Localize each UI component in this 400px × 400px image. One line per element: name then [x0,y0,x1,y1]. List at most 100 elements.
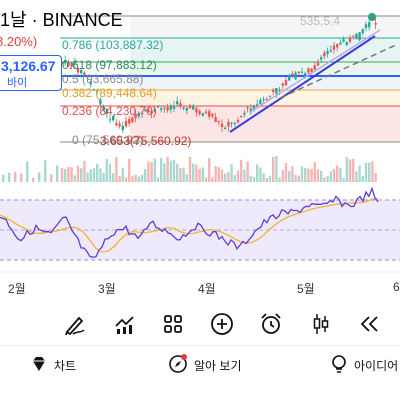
volume-bar [214,166,217,182]
buy-label[interactable]: 바이 [7,77,28,89]
volume-bar [368,162,371,182]
volume-bar [313,161,316,182]
fib-label-0: 0 (75,560.92) [72,133,144,147]
chart-area[interactable]: 1날 · BINANCE 535,5.4 8.20%) 0.786 (103,8… [0,0,400,300]
candle-body [236,120,240,123]
volume-bar [304,167,307,182]
volume-bar [352,158,355,182]
candles-icon[interactable] [306,306,336,342]
volume-bar [243,169,246,182]
volume-bar [140,174,144,182]
rewind-icon[interactable] [354,306,384,342]
price-chart[interactable] [0,0,400,300]
candle-body [140,113,144,115]
candle-body [92,89,96,91]
nav-explore[interactable]: 알아 보기 [168,353,242,376]
volume-bar [348,159,352,182]
candle-body [355,33,358,39]
candle-body [374,23,377,25]
candle-body [169,105,172,110]
volume-bar [374,172,377,182]
candle-body [67,62,70,67]
volume-bar [240,159,243,182]
candle-body [60,62,64,64]
drawing-toolbar [0,306,400,344]
volume-bar [166,156,169,182]
candle-body [185,107,188,111]
candle-body [268,95,272,97]
plus-circle-icon[interactable] [207,306,237,342]
volume-bar [14,171,17,182]
candle-body [105,109,108,115]
alarm-icon[interactable] [256,306,286,342]
volume-bar [208,158,211,182]
candle-body [342,39,345,42]
candle-body [70,62,73,67]
volume-bar [300,166,304,182]
volume-bar [105,159,108,182]
price-box[interactable]: 3,126.67 바이 [0,55,62,91]
volume-bar [131,176,134,182]
candle-body [147,109,150,113]
candle-body [332,45,336,50]
candle-body [272,90,275,92]
volume-bar [134,174,137,182]
candle-body [166,107,169,111]
candle-body [300,71,304,73]
candle-body [310,68,313,72]
volume-bar [32,177,35,182]
candle-body [288,74,291,81]
candle-body [195,108,198,113]
volume-bar [281,169,284,182]
candle-body [284,80,288,86]
candle-body [230,122,233,124]
trend-line-upper[interactable] [249,29,381,113]
month-label-feb: 2월 [8,282,26,296]
volume-bar [211,177,214,182]
volume-bar [195,164,198,182]
volume-bar [73,175,76,182]
candle-body [249,108,252,113]
candle-body [329,50,332,52]
volume-bar [249,176,252,182]
candle-body [204,111,208,113]
chart-gem-icon [30,355,48,376]
candle-body [128,119,131,124]
volume-bar [80,168,83,182]
grid-icon[interactable] [158,306,188,342]
trend-line-dashed[interactable] [279,43,399,99]
volume-bar [336,165,339,182]
volume-bar [275,156,278,182]
candle-body [80,70,83,74]
volume-bar [265,177,268,182]
volume-bar [198,168,201,182]
volume-bar [99,168,102,182]
volume-bar [89,169,92,182]
nav-ideas[interactable]: 아이디어 [330,354,398,376]
pen-icon[interactable] [60,306,90,342]
volume-bar [147,161,150,182]
candle-body [86,76,89,78]
volume-bar [217,167,220,182]
candle-body [192,105,195,110]
candle-body [246,107,249,109]
trend-line-main[interactable] [229,35,376,133]
nav-chart[interactable]: 차트 [30,354,76,376]
candle-body [243,112,246,115]
candle-body [160,108,163,110]
symbol-title[interactable]: 1날 · BINANCE [0,10,123,30]
indicator-icon[interactable] [110,306,140,342]
candle-body [320,57,323,60]
candle-body [358,32,361,41]
volume-bar [332,168,336,182]
candle-body [73,62,76,64]
volume-bar [26,161,29,182]
volume-bar [176,163,179,182]
volume-bar [182,167,185,182]
volume-bar [121,167,124,182]
nav-chart-label: 차트 [54,358,77,373]
volume-bar [259,167,262,182]
volume-bar [192,163,195,182]
volume-bar [86,172,89,182]
overlap-price-label: 3.653(75,560.92) [100,134,192,148]
